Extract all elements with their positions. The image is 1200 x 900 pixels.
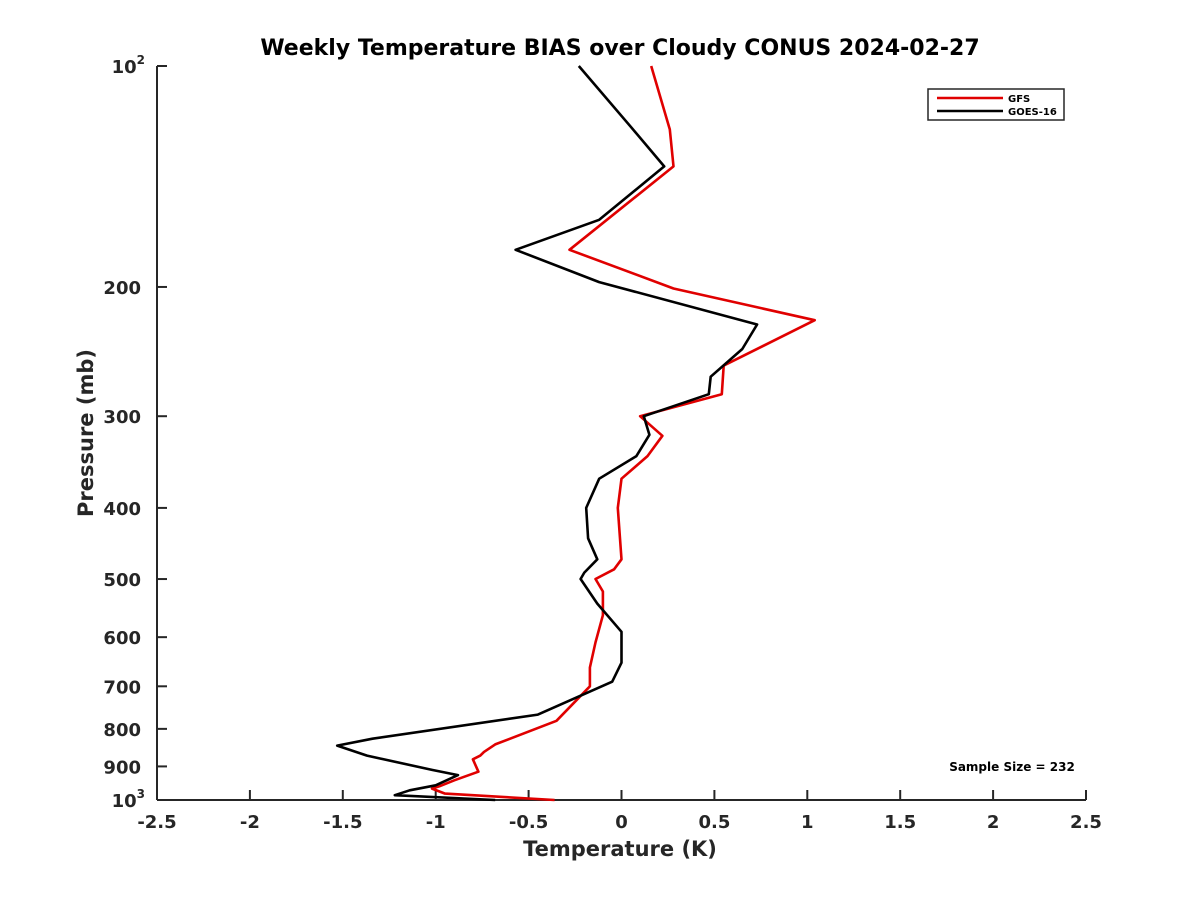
- x-tick-label: 1.5: [884, 812, 916, 833]
- legend-label: GFS: [1008, 94, 1030, 105]
- series-line-goes-16: [335, 65, 759, 802]
- y-tick-label-base: 10: [112, 57, 137, 78]
- x-tick-label: 1: [801, 812, 814, 833]
- x-tick-label: 0: [615, 812, 628, 833]
- y-tick-label: 103: [112, 787, 145, 812]
- legend-label: GOES-16: [1008, 107, 1057, 118]
- y-tick-label-exponent: 3: [137, 787, 145, 801]
- y-axis-label: Pressure (mb): [74, 349, 98, 517]
- x-tick-label: -1: [426, 812, 446, 833]
- y-tick-label: 800: [103, 720, 141, 741]
- plot-area: [335, 65, 816, 802]
- x-tick-label: 2.5: [1070, 812, 1102, 833]
- series-line-gfs: [430, 65, 816, 802]
- x-tick-label: -0.5: [509, 812, 548, 833]
- y-tick-label: 200: [103, 278, 141, 299]
- y-tick-label: 700: [103, 677, 141, 698]
- x-tick-label: 2: [987, 812, 1000, 833]
- legend-box: [927, 88, 1065, 121]
- axes: -2.5 -2 -1.5 -1 -0.5 0 0.5 1 1.5 2 2.5102200300400…: [103, 53, 1102, 833]
- x-tick-label: -2: [240, 812, 260, 833]
- legend: GFS GOES-16: [927, 88, 1065, 121]
- x-tick-label: -1.5: [323, 812, 362, 833]
- y-tick-label: 102: [112, 53, 145, 78]
- sample-size-annotation: Sample Size = 232: [949, 760, 1075, 774]
- y-tick-label-exponent: 2: [137, 53, 145, 67]
- x-tick-label: -2.5: [137, 812, 176, 833]
- y-tick-label-base: 10: [112, 791, 137, 812]
- x-axis-label: Temperature (K): [523, 837, 717, 861]
- y-tick-label: 900: [103, 757, 141, 778]
- y-tick-label: 400: [103, 499, 141, 520]
- y-tick-label: 500: [103, 570, 141, 591]
- y-tick-label: 300: [103, 407, 141, 428]
- y-tick-label: 600: [103, 628, 141, 649]
- chart-title: Weekly Temperature BIAS over Cloudy CONU…: [260, 36, 979, 61]
- x-tick-label: 0.5: [698, 812, 730, 833]
